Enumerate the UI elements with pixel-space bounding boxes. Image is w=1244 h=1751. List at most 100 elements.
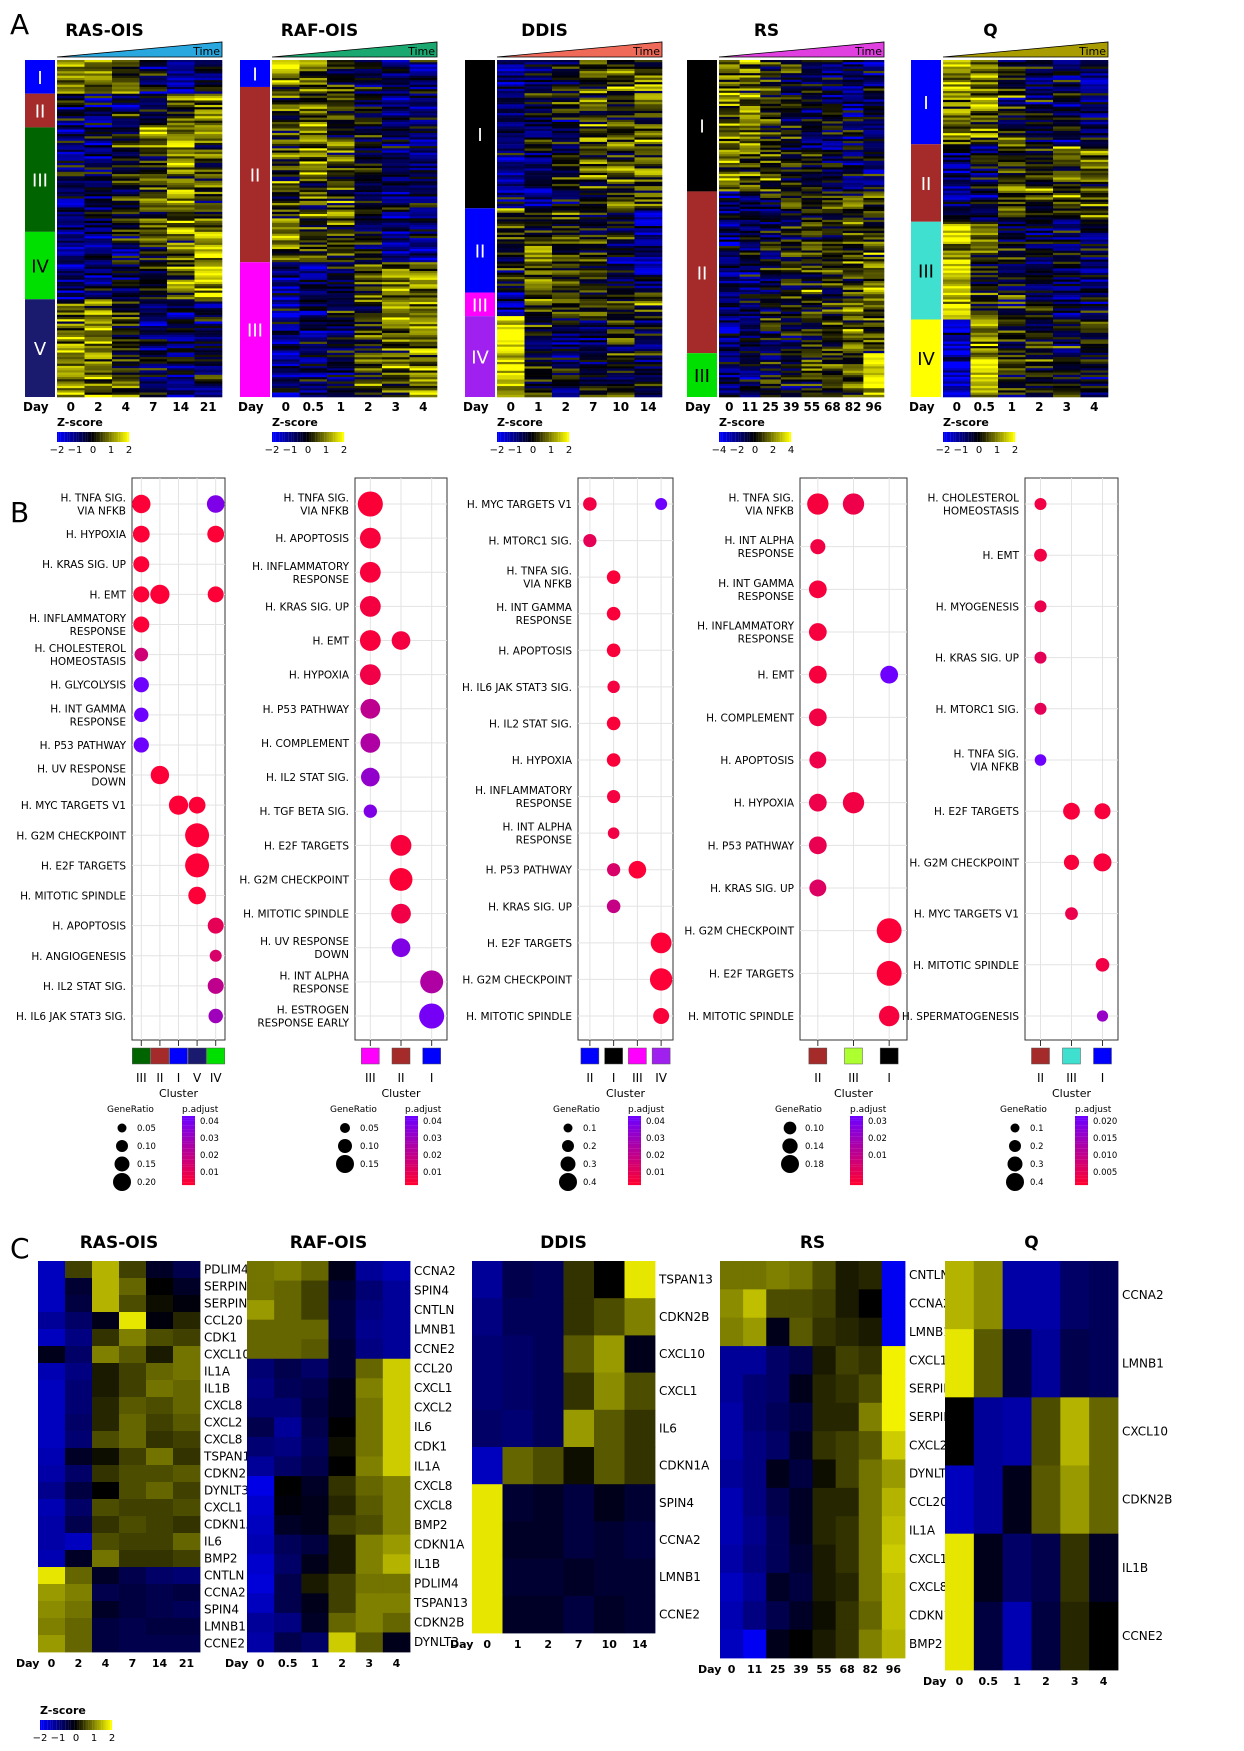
heatmap-cell	[84, 171, 113, 175]
heatmap-cell	[607, 124, 635, 127]
heatmap-cell	[579, 206, 608, 209]
heatmap-cell	[863, 230, 885, 234]
heatmap-cell	[760, 160, 782, 164]
heatmap-cell	[327, 178, 355, 182]
heatmap-cell	[524, 390, 553, 393]
heatmap-cell	[998, 241, 1026, 245]
heatmap-cell	[863, 243, 885, 247]
heatmap-cell	[112, 214, 140, 217]
heatmap-cell	[842, 132, 864, 135]
heatmap-cell	[272, 394, 300, 398]
heatmap-cell	[780, 257, 802, 260]
heatmap-cell	[327, 189, 355, 193]
heatmap-cell	[354, 174, 383, 178]
heatmap-cell	[842, 355, 864, 358]
heatmap-cell	[139, 98, 168, 101]
heatmap-cell	[842, 84, 864, 87]
heatmap-cell	[382, 273, 410, 276]
heatmap-cell	[842, 379, 864, 382]
heatmap-cell	[719, 250, 740, 253]
heatmap-cell	[497, 175, 525, 178]
heatmap-cell	[719, 116, 740, 120]
heatmap-cell	[552, 388, 580, 391]
heatmap-cell	[739, 165, 761, 168]
heatmap-cell	[943, 332, 971, 336]
heatmap-cell	[524, 318, 553, 321]
heatmap-cell	[842, 305, 864, 308]
heatmap-cell	[409, 381, 438, 385]
zscore-gradient	[500, 432, 503, 442]
heatmap-cell	[139, 339, 168, 342]
heatmap-cell	[1080, 263, 1109, 267]
heatmap-cell	[354, 224, 383, 228]
heatmap-cell	[760, 213, 782, 216]
heatmap-cell	[719, 119, 740, 122]
heatmap-cell	[943, 164, 971, 167]
heatmap-cell	[497, 141, 525, 145]
heatmap-cell	[194, 357, 223, 360]
heatmap-cell	[719, 313, 740, 317]
heatmap-cell	[801, 215, 823, 218]
heatmap-cell	[552, 60, 580, 63]
heatmap-cell	[822, 99, 844, 102]
heatmap-cell	[1080, 295, 1109, 298]
heatmap-cell	[299, 170, 328, 173]
heatmap-cell	[84, 75, 113, 79]
heatmap-cell	[382, 128, 410, 132]
heatmap-cell	[272, 84, 300, 88]
heatmap-cell	[57, 253, 85, 257]
cluster-bar	[465, 316, 495, 397]
heatmap-cell	[139, 277, 168, 281]
heatmap-cell	[739, 99, 761, 102]
heatmap-cell	[497, 223, 525, 227]
heatmap-cell	[552, 241, 580, 245]
heatmap-cell	[272, 310, 300, 314]
heatmap-cell	[801, 149, 823, 153]
heatmap-cell	[167, 189, 195, 193]
heatmap-cell	[84, 294, 113, 298]
heatmap-cell	[719, 329, 740, 332]
heatmap-cell	[1053, 192, 1081, 196]
heatmap-cell	[327, 117, 355, 121]
heatmap-cell	[497, 388, 525, 391]
condition-title: RS	[754, 21, 779, 41]
heatmap-cell	[1053, 106, 1081, 110]
heatmap-cell	[719, 206, 740, 210]
heatmap-cell	[57, 286, 85, 289]
heatmap-cell	[382, 229, 410, 232]
heatmap-cell	[970, 232, 999, 236]
heatmap-cell	[112, 91, 140, 94]
heatmap-cell	[822, 287, 844, 291]
heatmap-cell	[139, 275, 168, 278]
heatmap-cell	[84, 104, 113, 108]
panel-label-c: C	[10, 1232, 30, 1265]
heatmap-cell	[760, 283, 782, 286]
heatmap-cell	[524, 386, 553, 389]
heatmap-cell	[607, 388, 635, 391]
heatmap-cell	[1025, 212, 1054, 216]
heatmap-cell	[1025, 166, 1054, 169]
heatmap-cell	[739, 211, 761, 214]
heatmap-cell	[1080, 190, 1109, 194]
heatmap-cell	[354, 310, 383, 314]
heatmap-cell	[739, 208, 761, 212]
heatmap-cell	[719, 211, 740, 214]
heatmap-cell	[354, 231, 383, 235]
heatmap-cell	[354, 113, 383, 116]
heatmap-cell	[327, 242, 355, 245]
heatmap-cell	[579, 126, 608, 129]
heatmap-cell	[327, 313, 355, 316]
heatmap-cell	[57, 264, 85, 267]
heatmap-cell	[842, 285, 864, 288]
zscore-gradient	[116, 432, 119, 442]
heatmap-cell	[607, 390, 635, 393]
heatmap-cell	[780, 116, 802, 120]
heatmap-cell	[382, 71, 410, 74]
heatmap-cell	[139, 111, 168, 115]
heatmap-cell	[552, 368, 580, 372]
heatmap-cell	[299, 335, 328, 338]
heatmap-cell	[1053, 133, 1081, 136]
heatmap-cell	[84, 200, 113, 204]
heatmap-cell	[822, 359, 844, 363]
heatmap-cell	[863, 298, 885, 302]
